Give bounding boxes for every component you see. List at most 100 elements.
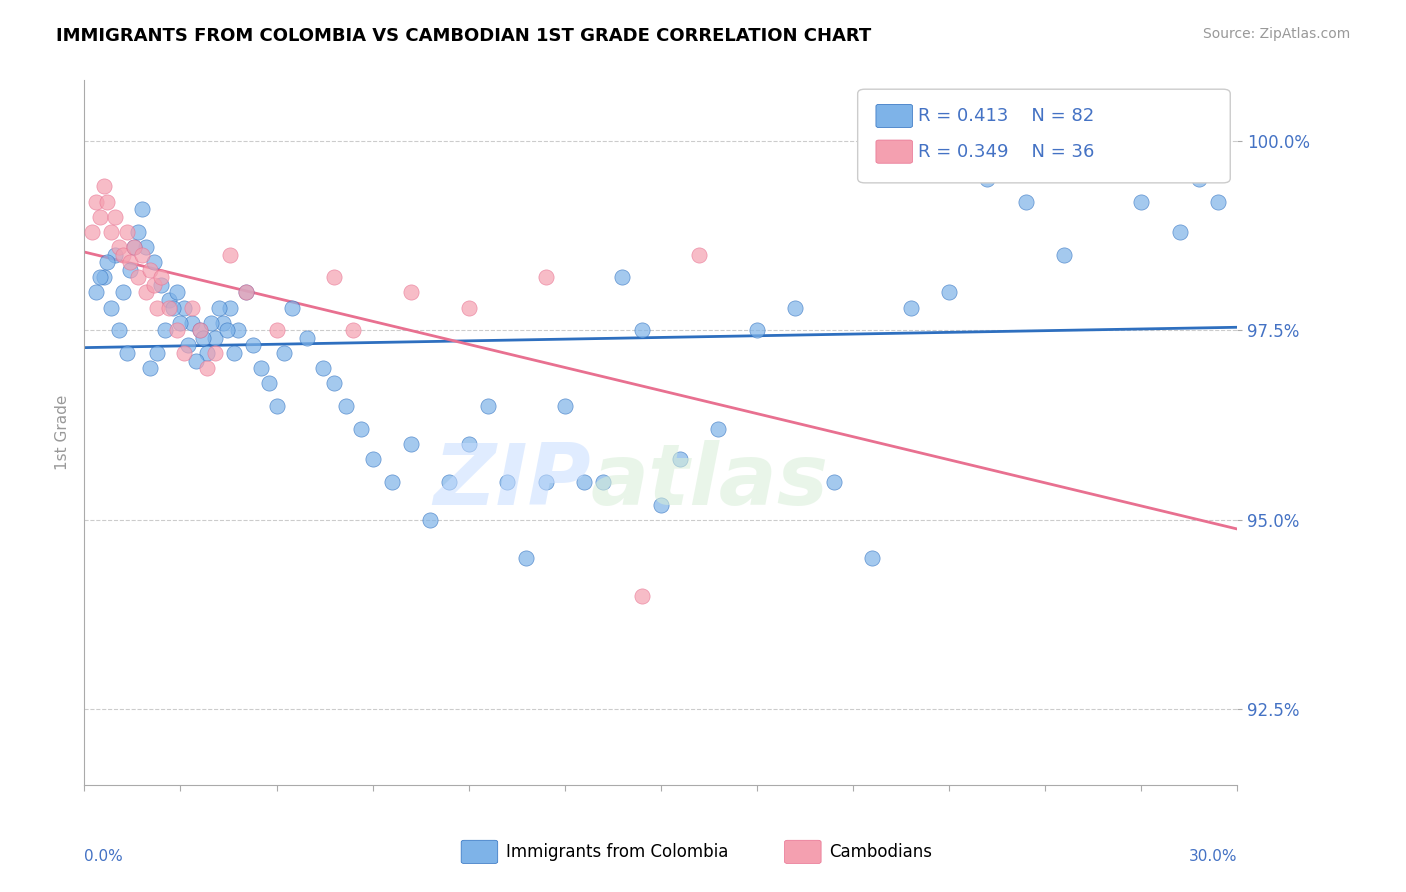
Point bbox=[127, 270, 149, 285]
Point bbox=[108, 323, 131, 337]
Point bbox=[399, 285, 422, 300]
Point bbox=[84, 285, 107, 300]
Point bbox=[311, 361, 333, 376]
Point bbox=[142, 277, 165, 292]
Point bbox=[745, 323, 768, 337]
Point bbox=[138, 262, 160, 277]
Point bbox=[138, 361, 160, 376]
Point bbox=[195, 346, 218, 360]
Point bbox=[146, 301, 169, 315]
Point bbox=[124, 240, 146, 254]
Point bbox=[976, 171, 998, 186]
Point bbox=[342, 323, 364, 337]
Point bbox=[157, 301, 180, 315]
Point bbox=[361, 452, 384, 467]
Point bbox=[181, 301, 204, 315]
Point bbox=[1091, 149, 1114, 163]
Point bbox=[173, 346, 195, 360]
Point bbox=[115, 225, 138, 239]
Point bbox=[266, 399, 288, 413]
Point bbox=[150, 270, 173, 285]
Point bbox=[219, 247, 242, 261]
Point bbox=[350, 422, 373, 436]
Point bbox=[111, 285, 134, 300]
Text: R = 0.349    N = 36: R = 0.349 N = 36 bbox=[918, 143, 1094, 161]
Point bbox=[89, 210, 111, 224]
Point bbox=[281, 301, 304, 315]
Point bbox=[630, 589, 652, 603]
Point bbox=[323, 376, 346, 391]
Point bbox=[127, 225, 149, 239]
Point bbox=[115, 346, 138, 360]
Point bbox=[650, 498, 672, 512]
Point bbox=[135, 285, 157, 300]
Y-axis label: 1st Grade: 1st Grade bbox=[55, 395, 70, 470]
Point bbox=[496, 475, 519, 489]
Text: Cambodians: Cambodians bbox=[830, 843, 932, 861]
Point bbox=[108, 240, 131, 254]
Point bbox=[80, 225, 103, 239]
Point bbox=[166, 323, 188, 337]
Point bbox=[157, 293, 180, 307]
Point bbox=[211, 316, 233, 330]
Point bbox=[162, 301, 184, 315]
Point bbox=[266, 323, 288, 337]
Text: Immigrants from Colombia: Immigrants from Colombia bbox=[506, 843, 728, 861]
Point bbox=[1130, 194, 1153, 209]
Point bbox=[572, 475, 595, 489]
Point bbox=[84, 194, 107, 209]
Point bbox=[111, 247, 134, 261]
Point bbox=[1188, 171, 1211, 186]
Point bbox=[100, 301, 122, 315]
Point bbox=[707, 422, 730, 436]
Point bbox=[381, 475, 404, 489]
Point bbox=[534, 475, 557, 489]
Point bbox=[439, 475, 461, 489]
Point bbox=[89, 270, 111, 285]
Point bbox=[188, 323, 211, 337]
Text: ZIP: ZIP bbox=[433, 440, 591, 524]
Point bbox=[208, 301, 231, 315]
Text: IMMIGRANTS FROM COLOMBIA VS CAMBODIAN 1ST GRADE CORRELATION CHART: IMMIGRANTS FROM COLOMBIA VS CAMBODIAN 1S… bbox=[56, 27, 872, 45]
Point bbox=[1015, 194, 1038, 209]
Point bbox=[181, 316, 204, 330]
Point bbox=[938, 285, 960, 300]
Point bbox=[93, 179, 115, 194]
Point bbox=[860, 550, 883, 565]
Point bbox=[169, 316, 191, 330]
Point bbox=[120, 262, 142, 277]
Point bbox=[104, 210, 127, 224]
Point bbox=[323, 270, 346, 285]
Point bbox=[184, 353, 207, 368]
Point bbox=[630, 323, 652, 337]
Point bbox=[1053, 247, 1076, 261]
Point bbox=[399, 437, 422, 451]
Point bbox=[235, 285, 257, 300]
Point bbox=[104, 247, 127, 261]
Point bbox=[235, 285, 257, 300]
Point bbox=[96, 255, 118, 269]
Text: 30.0%: 30.0% bbox=[1189, 849, 1237, 863]
Point bbox=[96, 194, 118, 209]
Point bbox=[554, 399, 576, 413]
Point bbox=[219, 301, 242, 315]
Text: Source: ZipAtlas.com: Source: ZipAtlas.com bbox=[1202, 27, 1350, 41]
Point bbox=[131, 202, 153, 216]
Text: 0.0%: 0.0% bbox=[84, 849, 124, 863]
Point bbox=[419, 513, 441, 527]
Point bbox=[200, 316, 222, 330]
Point bbox=[173, 301, 195, 315]
Point bbox=[457, 301, 479, 315]
Point bbox=[146, 346, 169, 360]
Point bbox=[120, 255, 142, 269]
Point bbox=[1168, 225, 1191, 239]
Point bbox=[1206, 194, 1229, 209]
Point bbox=[135, 240, 157, 254]
Point bbox=[250, 361, 273, 376]
Point bbox=[242, 338, 264, 352]
Text: atlas: atlas bbox=[591, 440, 828, 524]
Point bbox=[100, 225, 122, 239]
Point bbox=[457, 437, 479, 451]
Text: R = 0.413    N = 82: R = 0.413 N = 82 bbox=[918, 107, 1094, 125]
Point bbox=[297, 331, 319, 345]
